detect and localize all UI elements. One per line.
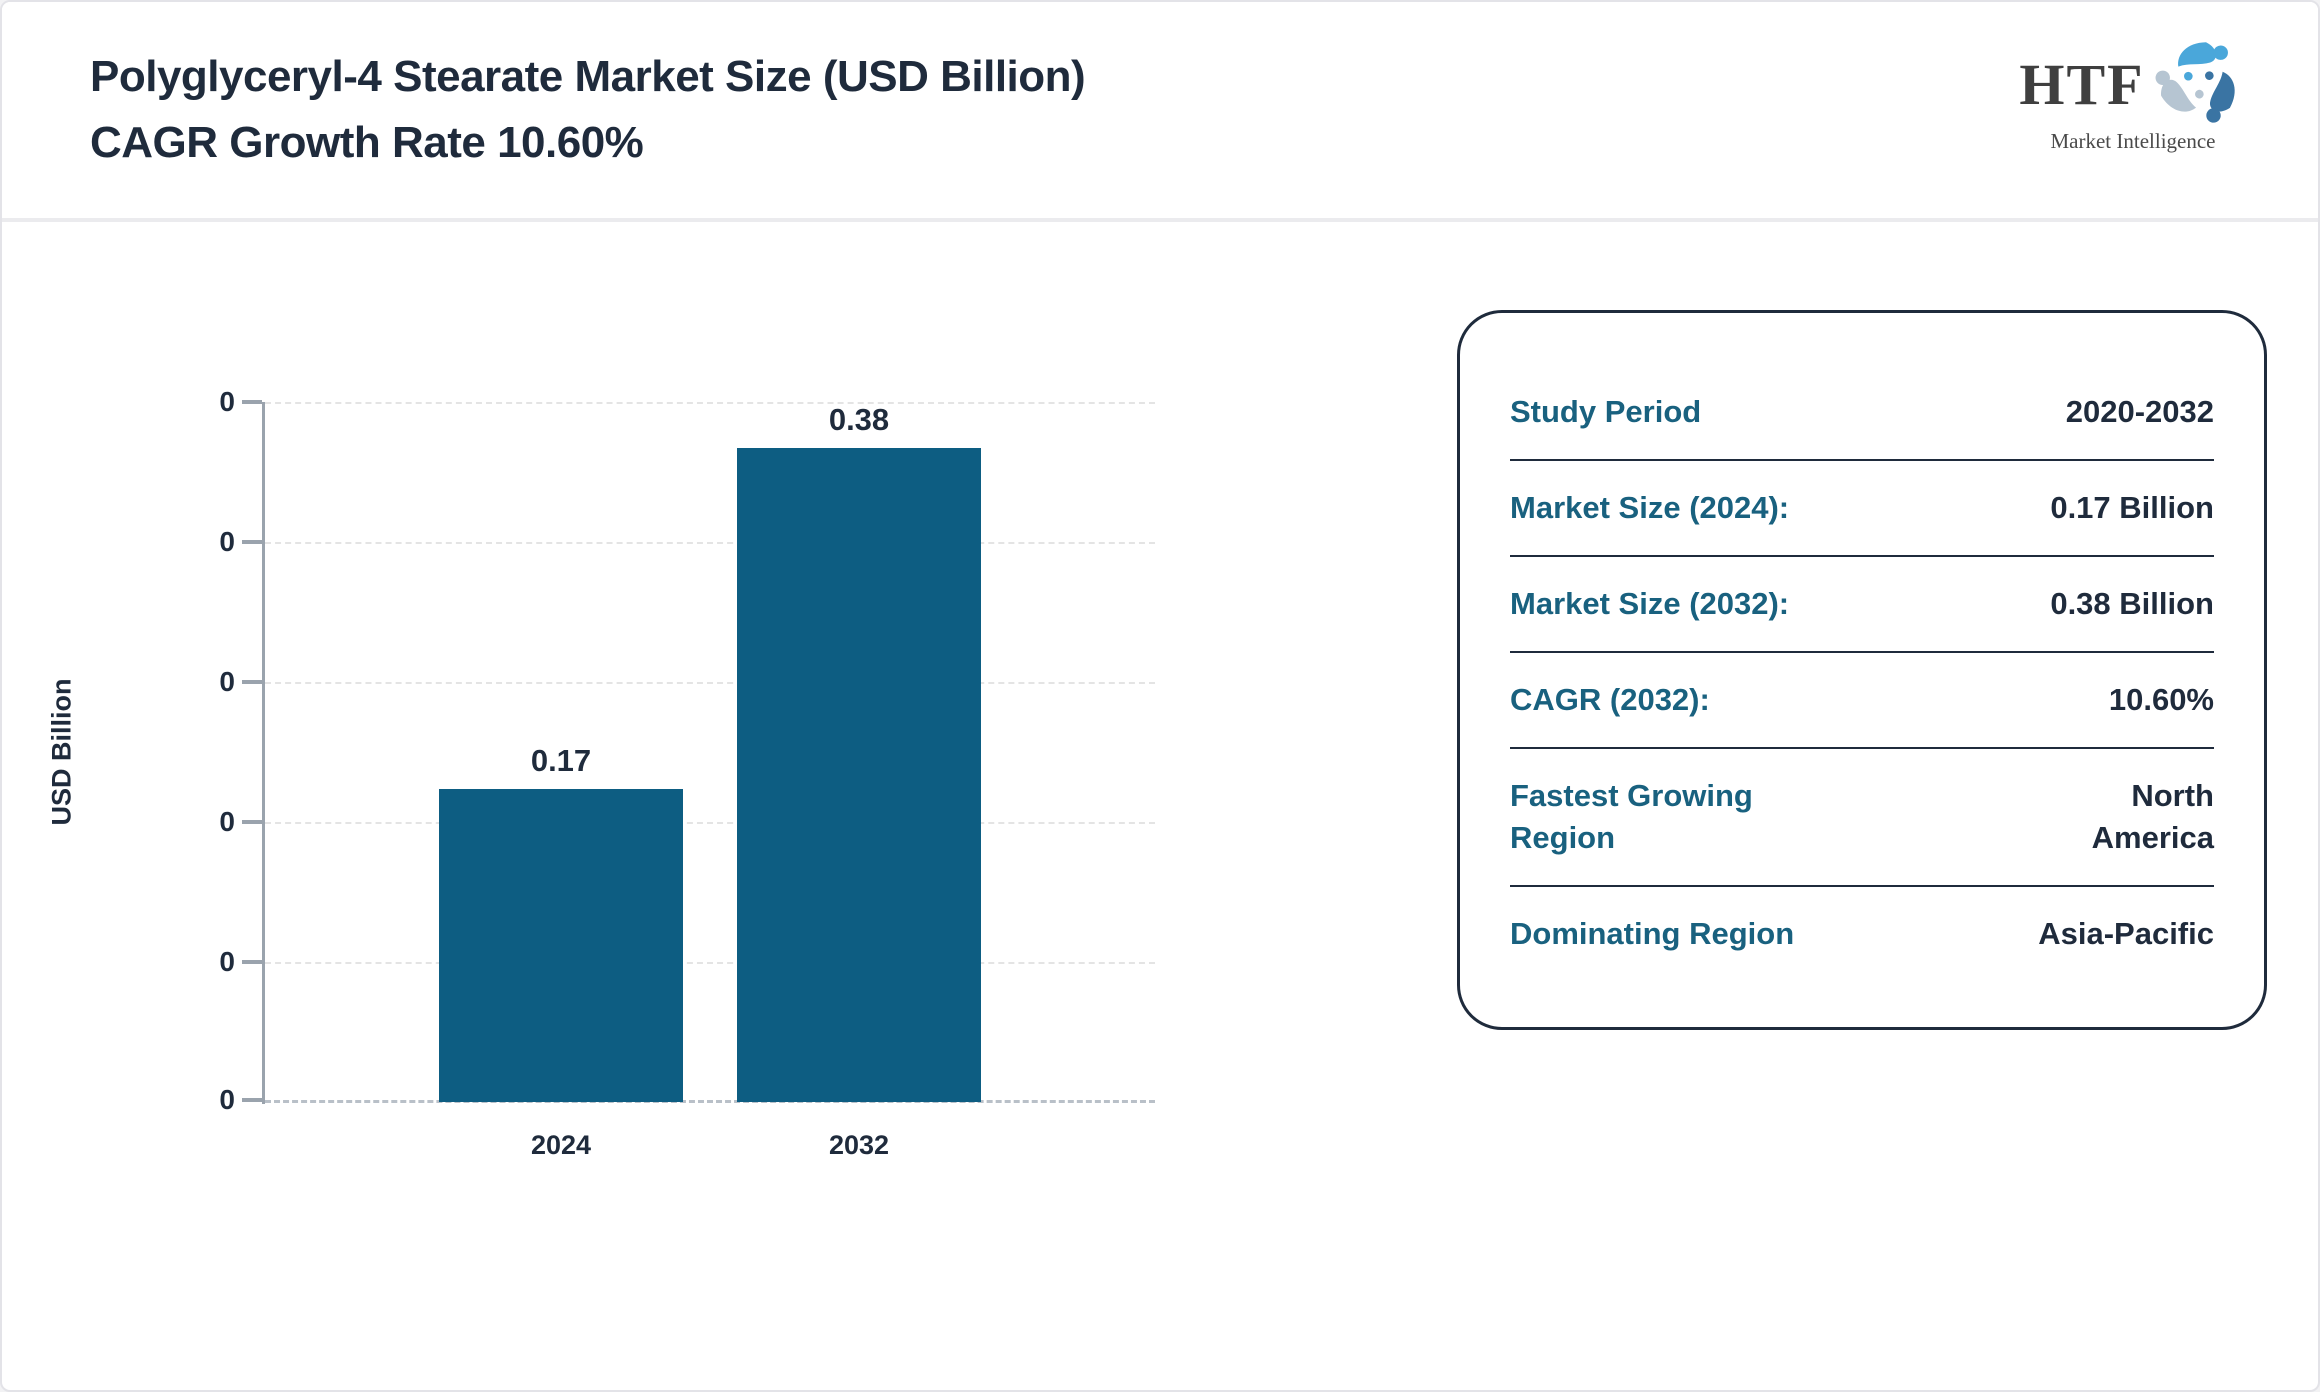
y-tick-mark [242, 400, 262, 404]
y-tick-mark [242, 540, 262, 544]
gridline [265, 822, 1155, 824]
y-tick-mark [242, 820, 262, 824]
summary-value: 0.38 Billion [2050, 586, 2214, 621]
y-tick-mark [242, 680, 262, 684]
bar-value-label: 0.17 [530, 742, 592, 778]
bar-chart-plot-area: 0 0 0 0 0 0 0.17 0.38 [219, 388, 1155, 1114]
y-tick-label: 0 [219, 1084, 235, 1115]
y-tick-label: 0 [219, 386, 235, 417]
summary-label: Fastest Growing Region [1510, 778, 1753, 855]
htf-logo: HTF [2008, 34, 2258, 154]
gridline [265, 962, 1155, 964]
x-axis-baseline [265, 1100, 1155, 1103]
summary-label: Market Size (2024): [1510, 490, 1790, 525]
bar-rect-2032 [737, 448, 981, 1102]
header: Polyglyceryl-4 Stearate Market Size (USD… [2, 2, 2318, 222]
y-tick-label: 0 [219, 946, 235, 977]
summary-value: 0.17 Billion [2050, 490, 2214, 525]
summary-value: North America [2091, 778, 2214, 855]
y-tick-mark [242, 1098, 262, 1102]
x-tick-label-2032: 2032 [828, 1130, 890, 1160]
x-tick-label-2024: 2024 [530, 1130, 592, 1160]
y-tick-label: 0 [219, 666, 235, 697]
summary-label: Dominating Region [1510, 916, 1795, 951]
htf-logo-text: HTF [2019, 52, 2145, 117]
bar-rect-2024 [439, 788, 683, 1102]
htf-logo-subtitle: Market Intelligence [2050, 129, 2216, 153]
summary-row-market-size-2024: Market Size (2024): 0.17 Billion [1510, 459, 2214, 555]
summary-value: 2020-2032 [2065, 394, 2214, 429]
summary-label: Study Period [1510, 394, 1702, 429]
summary-value: 10.60% [2108, 682, 2214, 717]
y-axis-title: USD Billion [46, 678, 77, 826]
market-summary-panel: Study Period 2020-2032 Market Size (2024… [1457, 310, 2267, 1030]
bar-2032: 0.38 [737, 402, 981, 1102]
y-tick-label: 0 [219, 806, 235, 837]
y-tick-mark [242, 960, 262, 964]
bar-2024: 0.17 [439, 402, 683, 1102]
summary-row-dominating-region: Dominating Region Asia-Pacific [1510, 885, 2214, 981]
htf-swirl-icon [2151, 34, 2247, 135]
summary-label: Market Size (2032): [1510, 586, 1790, 621]
page-title: Polyglyceryl-4 Stearate Market Size (USD… [90, 52, 1086, 167]
gridline [265, 542, 1155, 544]
summary-row-fastest-growing-region: Fastest Growing Region North America [1510, 747, 2214, 885]
summary-row-cagr: CAGR (2032): 10.60% [1510, 651, 2214, 747]
gridline [265, 682, 1155, 684]
summary-row-market-size-2032: Market Size (2032): 0.38 Billion [1510, 555, 2214, 651]
gridline [265, 402, 1155, 404]
summary-row-study-period: Study Period 2020-2032 [1510, 365, 2214, 459]
y-axis-line [262, 402, 265, 1104]
summary-value: Asia-Pacific [2038, 916, 2214, 951]
y-tick-label: 0 [219, 526, 235, 557]
summary-label: CAGR (2032): [1510, 682, 1710, 717]
bar-value-label: 0.38 [828, 402, 890, 437]
